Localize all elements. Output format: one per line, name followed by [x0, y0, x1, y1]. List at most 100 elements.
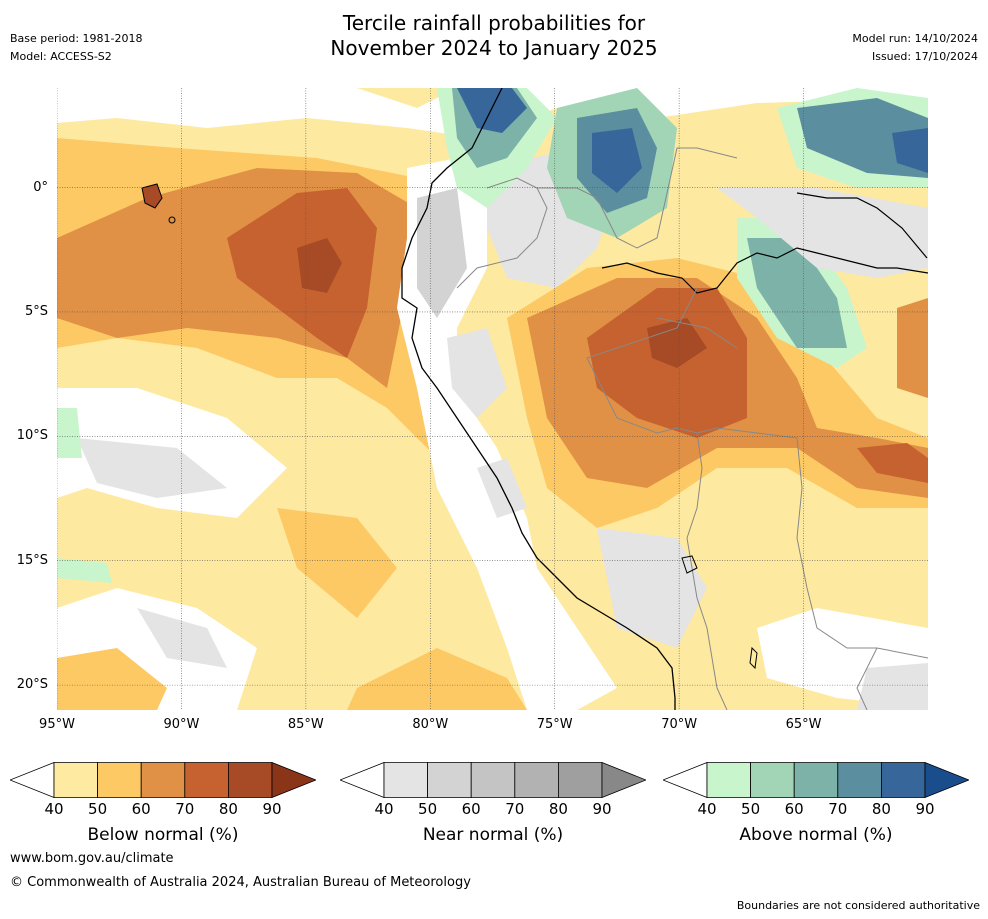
colorbar-tick-label: 80 [871, 800, 891, 818]
near-normal-region [417, 188, 467, 318]
model-label: Model: ACCESS-S2 [10, 50, 112, 63]
border-line [796, 437, 928, 659]
longitude-label: 90°W [163, 717, 200, 732]
no-dominant-region [397, 158, 617, 710]
above-normal-region [457, 88, 527, 133]
below-normal-region [647, 318, 707, 368]
colorbar-title: Above normal (%) [739, 825, 893, 845]
near-normal-region [597, 528, 707, 648]
colorbar-title: Below normal (%) [87, 825, 239, 845]
map-title: Tercile rainfall probabilities for Novem… [0, 11, 988, 61]
near-normal-region [717, 188, 928, 278]
base-period-label: Base period: 1981-2018 [10, 32, 143, 45]
colorbar-segment [97, 762, 142, 798]
colorbar-tick-label: 50 [88, 800, 108, 818]
border-line [537, 147, 738, 249]
colorbar-segment [514, 762, 559, 798]
border-line [456, 177, 548, 289]
island-outline [168, 216, 176, 224]
colorbar-under-arrow [10, 762, 55, 798]
colorbar-tick-label: 70 [505, 800, 525, 818]
longitude-label: 70°W [661, 717, 698, 732]
above-normal-region [747, 238, 847, 348]
lake-titicaca [681, 555, 698, 574]
title-line-1: Tercile rainfall probabilities for [342, 11, 646, 35]
above-normal-region [592, 128, 642, 193]
colorbar-tick-label: 90 [262, 800, 282, 818]
rainfall-probability-map [57, 88, 928, 710]
border-line [856, 647, 878, 710]
colorbar-segment [53, 762, 98, 798]
colorbar-under-arrow [663, 762, 708, 798]
below-normal-region [297, 238, 342, 293]
colorbar-tick-label: 60 [461, 800, 481, 818]
colorbar-tick-label: 50 [418, 800, 438, 818]
colorbar-tick-label: 60 [784, 800, 804, 818]
boundaries-disclaimer: Boundaries are not considered authoritat… [736, 899, 980, 912]
border-line [586, 287, 798, 439]
copyright-text: © Commonwealth of Australia 2024, Austra… [10, 875, 471, 890]
latitude-label: 15°S [16, 552, 48, 568]
colorbar [340, 762, 646, 798]
colorbar-tick-label: 90 [915, 800, 935, 818]
colorbar-tick-label: 40 [697, 800, 717, 818]
colorbar-segment [793, 762, 839, 798]
colorbar-tick-label: 80 [548, 800, 568, 818]
below-normal-region [857, 443, 928, 483]
near-normal-region [857, 663, 928, 710]
longitude-label: 95°W [39, 717, 75, 732]
above-normal-region [797, 98, 928, 178]
border-line [601, 247, 928, 294]
below-normal-region [347, 648, 527, 710]
colorbar-segment [837, 762, 882, 798]
colorbar-tick-label: 70 [828, 800, 848, 818]
colorbar-tick-label: 70 [175, 800, 195, 818]
colorbar-over-arrow [924, 762, 969, 798]
colorbar-segment [557, 762, 603, 798]
near-normal-region [137, 608, 227, 668]
graticule [57, 88, 928, 710]
colorbar-tick-label: 50 [741, 800, 761, 818]
colorbar-title: Near normal (%) [422, 825, 564, 845]
issued-label: Issued: 17/10/2024 [871, 50, 978, 63]
colorbar [10, 762, 316, 798]
latitude-label: 5°S [24, 303, 48, 319]
longitude-label: 80°W [412, 717, 449, 732]
colorbar-over-arrow [271, 762, 316, 798]
colorbar-over-arrow [601, 762, 646, 798]
border-line [656, 317, 738, 349]
colorbar-under-arrow [340, 762, 385, 798]
colorbar-segment [750, 762, 795, 798]
website-link[interactable]: www.bom.gov.au/climate [10, 851, 174, 866]
longitude-label: 85°W [287, 717, 324, 732]
colorbar-segment [470, 762, 516, 798]
colorbar-segment [706, 762, 751, 798]
latitude-label: 20°S [16, 677, 48, 693]
colorbar-tick-label: 80 [218, 800, 238, 818]
above-normal-region [57, 558, 112, 583]
colorbar [663, 762, 969, 798]
below-normal-region [57, 648, 167, 710]
model-run-label: Model run: 14/10/2024 [852, 32, 978, 45]
galapagos-islands [141, 183, 163, 209]
border-line [686, 432, 728, 710]
lake-outline [749, 646, 758, 670]
colorbar-segment [140, 762, 186, 798]
colorbar-tick-label: 60 [131, 800, 151, 818]
colorbar-segment [227, 762, 273, 798]
coastline [796, 192, 928, 259]
colorbar-tick-label: 90 [592, 800, 612, 818]
longitude-label: 75°W [536, 717, 573, 732]
latitude-label: 0° [33, 179, 48, 195]
latitude-label: 10°S [16, 428, 48, 444]
colorbar-tick-label: 40 [374, 800, 394, 818]
title-line-2: November 2024 to January 2025 [330, 36, 658, 60]
below-normal-region [277, 508, 397, 618]
colorbar-segment [427, 762, 472, 798]
colorbar-segment [880, 762, 926, 798]
near-normal-region [77, 438, 227, 498]
near-normal-region [447, 328, 507, 418]
longitude-label: 65°W [785, 717, 822, 732]
colorbar-tick-label: 40 [44, 800, 64, 818]
colorbar-segment [184, 762, 229, 798]
